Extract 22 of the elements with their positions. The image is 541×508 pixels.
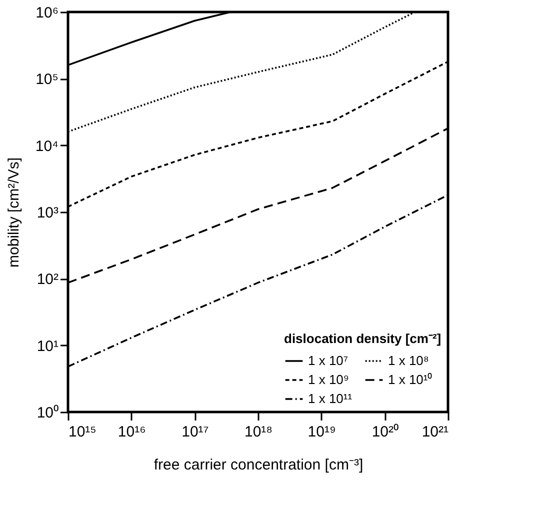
y-tick-label: 10⁶ xyxy=(36,4,58,22)
legend-label: 1 x 10¹¹ xyxy=(308,391,353,406)
x-tick-label: 10²¹ xyxy=(422,424,448,440)
legend-label: 1 x 10⁷ xyxy=(308,353,348,368)
x-tick-label: 10¹⁷ xyxy=(182,424,209,440)
y-tick-label: 10³ xyxy=(36,204,58,222)
y-tick-label: 10⁰ xyxy=(36,404,58,422)
legend-label: 1 x 10¹⁰ xyxy=(388,372,433,387)
y-axis-title: mobility [cm²/Vs] xyxy=(5,157,22,268)
y-tick-label: 10¹ xyxy=(36,338,58,355)
y-tick-label: 10² xyxy=(36,271,58,288)
y-tick-label: 10⁴ xyxy=(35,138,58,155)
x-tick-label: 10²⁰ xyxy=(372,424,399,440)
y-tick-label: 10⁵ xyxy=(36,71,58,88)
legend-label: 1 x 10⁹ xyxy=(308,372,349,387)
x-tick-label: 10¹⁹ xyxy=(308,424,336,440)
x-tick-label: 10¹⁸ xyxy=(244,424,273,440)
legend-title: dislocation density [cm⁻²] xyxy=(284,331,442,346)
x-tick-label: 10¹⁵ xyxy=(68,424,96,440)
x-tick-label: 10¹⁶ xyxy=(118,424,146,440)
legend-label: 1 x 10⁸ xyxy=(388,353,429,368)
x-axis-title: free carrier concentration [cm⁻³] xyxy=(154,456,364,474)
